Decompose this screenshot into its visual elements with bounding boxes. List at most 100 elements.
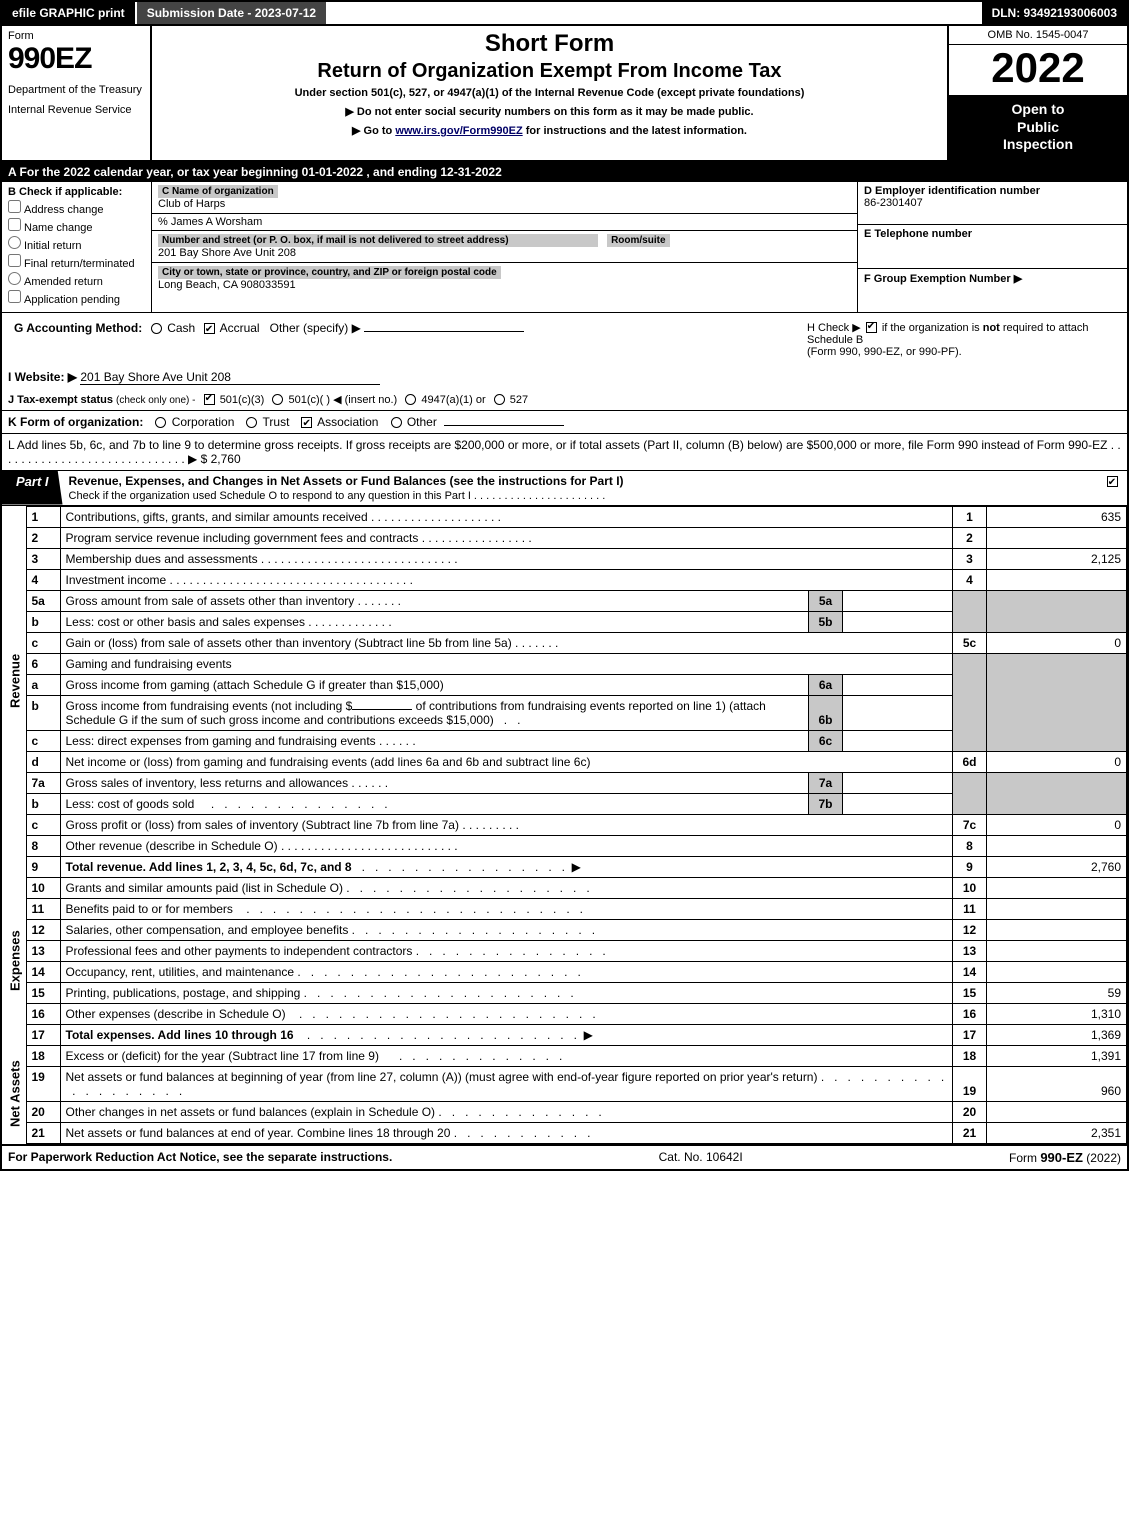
dln: DLN: 93492193006003	[982, 2, 1127, 24]
efile-print-label[interactable]: efile GRAPHIC print	[2, 2, 135, 24]
city-label: City or town, state or province, country…	[158, 266, 501, 279]
section-j: J Tax-exempt status (check only one) - 5…	[2, 389, 1127, 411]
checkbox-icon[interactable]	[8, 200, 21, 213]
checkbox-checked-icon[interactable]	[301, 417, 312, 428]
section-gh: G Accounting Method: Cash Accrual Other …	[2, 313, 1127, 366]
d-label: D Employer identification number	[864, 185, 1040, 197]
checkbox-icon[interactable]	[8, 290, 21, 303]
checkbox-checked-icon[interactable]	[204, 394, 215, 405]
form-990ez-page: efile GRAPHIC print Submission Date - 20…	[0, 0, 1129, 1171]
table-row: 6 Gaming and fundraising events	[2, 653, 1127, 674]
form-header: Form 990EZ Department of the Treasury In…	[2, 26, 1127, 162]
c-label: C Name of organization	[158, 185, 278, 198]
section-g: G Accounting Method: Cash Accrual Other …	[8, 317, 801, 362]
radio-icon[interactable]	[246, 417, 257, 428]
chk-name-change[interactable]: Name change	[22, 218, 145, 234]
part1-header: Part I Revenue, Expenses, and Changes in…	[2, 470, 1127, 506]
table-row: 11 Benefits paid to or for members . . .…	[2, 898, 1127, 919]
header-mid: Short Form Return of Organization Exempt…	[152, 26, 947, 160]
table-row: 14 Occupancy, rent, utilities, and maint…	[2, 961, 1127, 982]
chk-initial-return[interactable]: Initial return	[22, 236, 145, 252]
f-group: F Group Exemption Number ▶	[858, 269, 1127, 312]
footer-catno: Cat. No. 10642I	[659, 1150, 743, 1165]
checkbox-icon[interactable]	[8, 218, 21, 231]
part1-schedule-o-check[interactable]	[1097, 471, 1127, 505]
k-trust: Trust	[263, 415, 290, 429]
j-4947: 4947(a)(1) or	[421, 394, 485, 406]
header-right: OMB No. 1545-0047 2022 Open to Public In…	[947, 26, 1127, 160]
table-row: 12 Salaries, other compensation, and emp…	[2, 919, 1127, 940]
side-netassets: Net Assets	[2, 1045, 26, 1143]
part1-tab: Part I	[2, 471, 63, 505]
room-label: Room/suite	[607, 234, 669, 247]
radio-icon[interactable]	[405, 394, 416, 405]
table-row: 21 Net assets or fund balances at end of…	[2, 1122, 1127, 1143]
radio-icon[interactable]	[272, 394, 283, 405]
topbar: efile GRAPHIC print Submission Date - 20…	[2, 2, 1127, 26]
table-row: 3 Membership dues and assessments . . . …	[2, 548, 1127, 569]
part1-title: Revenue, Expenses, and Changes in Net As…	[63, 471, 1097, 505]
chk-app-pending[interactable]: Application pending	[22, 290, 145, 306]
g-other-field[interactable]	[364, 331, 524, 332]
j-501c: 501(c)( ) ◀ (insert no.)	[289, 394, 398, 406]
org-name: Club of Harps	[158, 198, 225, 210]
table-row: c Gain or (loss) from sale of assets oth…	[2, 632, 1127, 653]
k-other-field[interactable]	[444, 425, 564, 426]
chk-final-return[interactable]: Final return/terminated	[22, 254, 145, 270]
side-revenue: Revenue	[2, 506, 26, 856]
section-def: D Employer identification number 86-2301…	[857, 182, 1127, 312]
open-line2: Public	[953, 119, 1123, 137]
h-text4: (Form 990, 990-EZ, or 990-PF).	[807, 346, 962, 358]
l-text: L Add lines 5b, 6c, and 7b to line 9 to …	[8, 438, 1121, 466]
table-row: 19 Net assets or fund balances at beginn…	[2, 1066, 1127, 1101]
section-k: K Form of organization: Corporation Trus…	[2, 411, 1127, 434]
g-cash: Cash	[167, 321, 195, 335]
table-row: 7a Gross sales of inventory, less return…	[2, 772, 1127, 793]
section-h: H Check ▶ if the organization is not req…	[801, 317, 1121, 362]
section-bcdef: B Check if applicable: Address change Na…	[2, 182, 1127, 313]
i-label: I Website: ▶	[8, 370, 77, 384]
line1-text: Contributions, gifts, grants, and simila…	[60, 506, 953, 527]
k-other: Other	[407, 415, 437, 429]
f-label: F Group Exemption Number ▶	[864, 273, 1022, 285]
table-row: 16 Other expenses (describe in Schedule …	[2, 1003, 1127, 1024]
h-not: not	[983, 322, 1000, 334]
section-i: I Website: ▶ 201 Bay Shore Ave Unit 208	[2, 366, 1127, 389]
radio-icon[interactable]	[8, 272, 21, 285]
radio-icon[interactable]	[8, 236, 21, 249]
table-row: c Gross profit or (loss) from sales of i…	[2, 814, 1127, 835]
open-line3: Inspection	[953, 136, 1123, 154]
ein-value: 86-2301407	[864, 197, 923, 209]
e-phone: E Telephone number	[858, 225, 1127, 269]
j-501c3: 501(c)(3)	[220, 394, 265, 406]
radio-icon[interactable]	[155, 417, 166, 428]
checkbox-checked-icon[interactable]	[866, 322, 877, 333]
chk-amended[interactable]: Amended return	[22, 272, 145, 288]
chk-address-change[interactable]: Address change	[22, 200, 145, 216]
section-b: B Check if applicable: Address change Na…	[2, 182, 152, 312]
checkbox-icon[interactable]	[8, 254, 21, 267]
arrow-goto: ▶ Go to www.irs.gov/Form990EZ for instru…	[160, 124, 939, 137]
footer-right: Form 990-EZ (2022)	[1009, 1150, 1121, 1165]
irs-link[interactable]: www.irs.gov/Form990EZ	[395, 125, 522, 137]
table-row: 8 Other revenue (describe in Schedule O)…	[2, 835, 1127, 856]
website-value: 201 Bay Shore Ave Unit 208	[80, 370, 380, 385]
tax-year: 2022	[949, 45, 1127, 95]
table-row: Net Assets 18 Excess or (deficit) for th…	[2, 1045, 1127, 1066]
care-of: % James A Worsham	[158, 216, 262, 228]
table-row: 13 Professional fees and other payments …	[2, 940, 1127, 961]
radio-icon[interactable]	[391, 417, 402, 428]
care-of-row: % James A Worsham	[152, 214, 857, 231]
radio-icon[interactable]	[151, 323, 162, 334]
part1-lines-table: Revenue 1 Contributions, gifts, grants, …	[2, 506, 1127, 1144]
contrib-amount-field[interactable]	[352, 709, 412, 710]
table-row: Revenue 1 Contributions, gifts, grants, …	[2, 506, 1127, 527]
goto-pre: ▶ Go to	[352, 125, 395, 137]
checkbox-checked-icon[interactable]	[204, 323, 215, 334]
radio-icon[interactable]	[494, 394, 505, 405]
goto-post: for instructions and the latest informat…	[523, 125, 747, 137]
arrow-ssn: ▶ Do not enter social security numbers o…	[160, 105, 939, 118]
table-row: 9 Total revenue. Add lines 1, 2, 3, 4, 5…	[2, 856, 1127, 877]
e-label: E Telephone number	[864, 228, 972, 240]
table-row: d Net income or (loss) from gaming and f…	[2, 751, 1127, 772]
